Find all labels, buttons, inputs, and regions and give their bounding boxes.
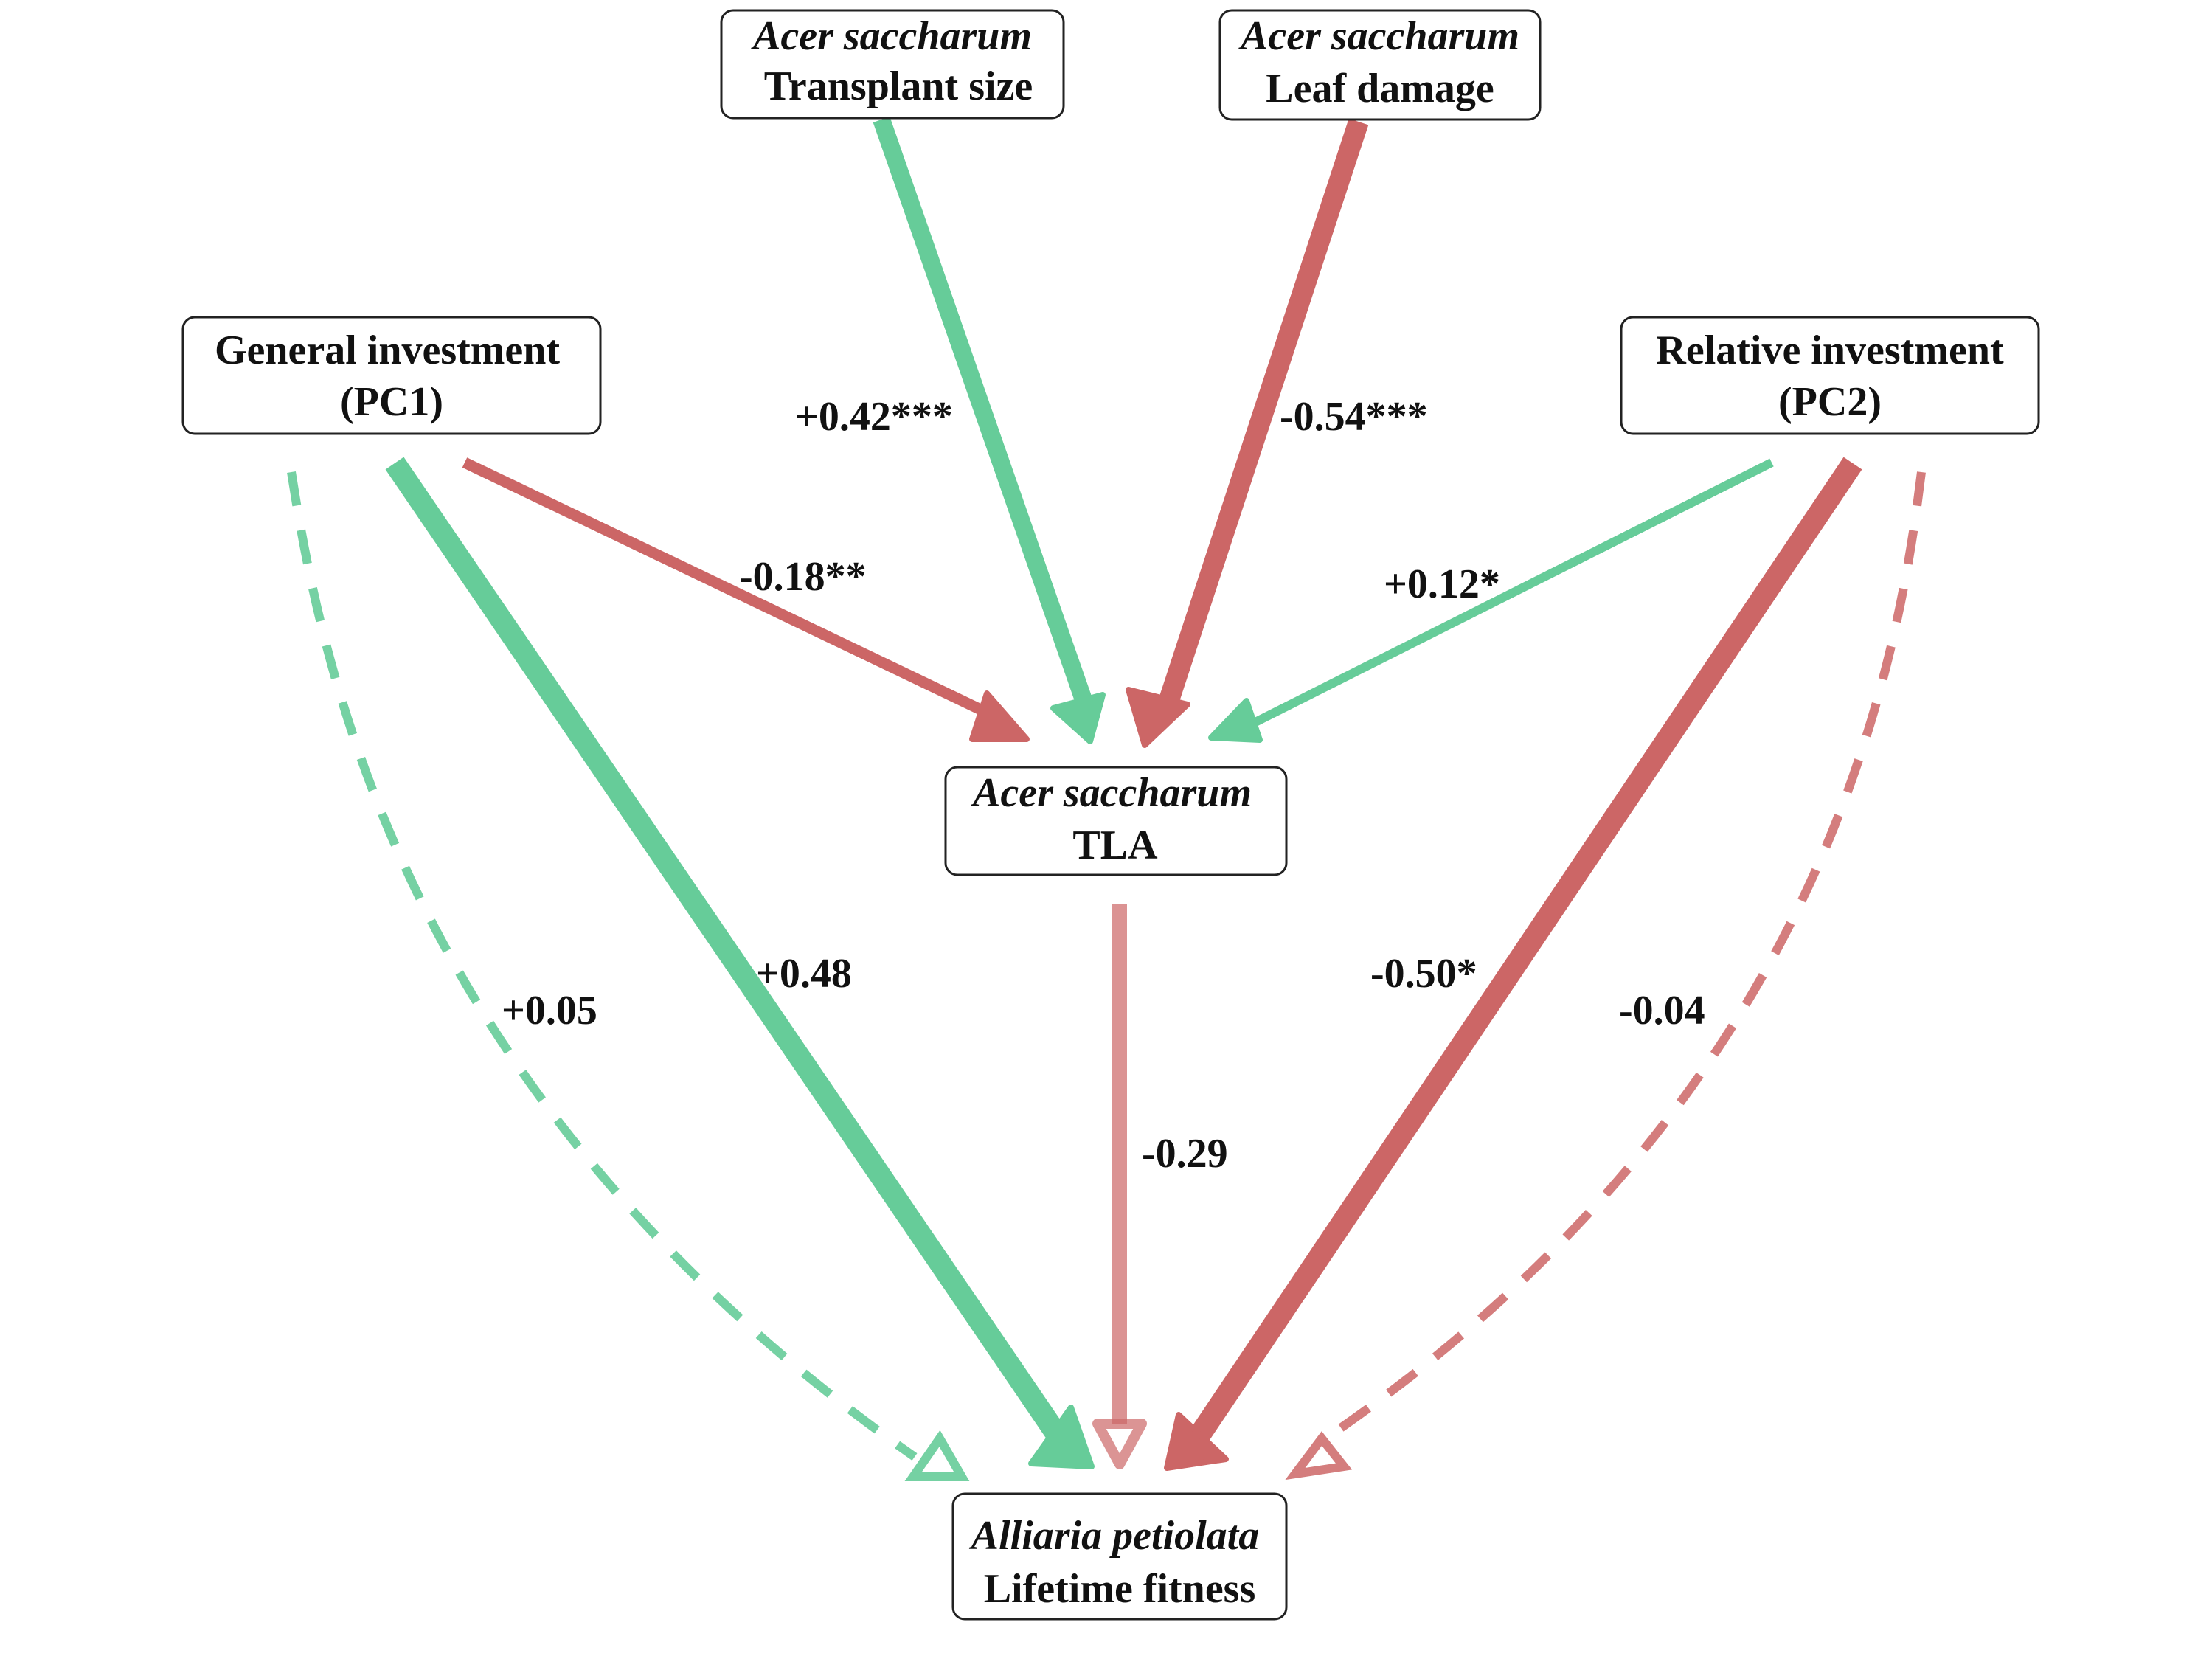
node-leaf-damage: Acer saccharum Leaf damage: [1218, 9, 1542, 121]
node-transplant-size: Acer saccharum Transplant size: [720, 9, 1065, 120]
node-box: [720, 9, 1065, 120]
arrowhead-icon: [969, 690, 1030, 742]
node-box: [1218, 9, 1542, 121]
node-variable-sub: (PC1): [340, 379, 443, 425]
edge-pc2-to-fitness-direct: [1164, 457, 1862, 1471]
node-species: Acer saccharum: [1238, 13, 1519, 59]
edge-line: [385, 457, 1072, 1449]
edge-line: [1157, 118, 1369, 708]
node-species: Acer saccharum: [971, 770, 1252, 816]
node-general-investment: General investment (PC1): [181, 316, 602, 435]
edge-label-damage-to-tla: -0.54***: [1280, 394, 1428, 440]
arrowhead-icon: [1285, 1431, 1353, 1480]
edge-label-pc1-to-tla: -0.18**: [739, 554, 867, 600]
node-variable: Lifetime fitness: [984, 1566, 1256, 1612]
node-variable: Transplant size: [764, 63, 1033, 109]
edge-transplant-to-tla: [873, 117, 1106, 744]
edge-label-pc2-to-tla: +0.12*: [1384, 561, 1500, 607]
edge-tla-to-fitness: [1092, 904, 1147, 1469]
node-box: [1620, 316, 2040, 435]
edge-pc1-to-fitness-direct: [385, 457, 1095, 1469]
node-relative-investment: Relative investment (PC2): [1620, 316, 2040, 435]
node-variable: General investment: [215, 328, 560, 373]
node-box: [944, 766, 1288, 876]
edge-label-pc2-to-fitness-curved: -0.04: [1619, 988, 1705, 1033]
edge-pc1-to-tla: [462, 457, 1030, 742]
arrowhead-icon: [1164, 1412, 1229, 1471]
node-species: Alliaria petiolata: [969, 1513, 1259, 1559]
node-tla: Acer saccharum TLA: [944, 766, 1288, 876]
node-fitness: Alliaria petiolata Lifetime fitness: [951, 1492, 1288, 1621]
arrowhead-icon: [904, 1430, 970, 1481]
arrowhead-icon: [1092, 1419, 1147, 1469]
edge-damage-to-tla: [1126, 118, 1369, 748]
edge-line: [462, 457, 991, 718]
edge-label-tla-to-fitness: -0.29: [1142, 1131, 1228, 1177]
edge-pc2-to-tla: [1208, 458, 1774, 743]
edge-label-pc1-to-fitness-curved: +0.05: [502, 988, 597, 1033]
arrowhead-icon: [1028, 1405, 1095, 1469]
arrowhead-icon: [1126, 687, 1190, 748]
edge-label-pc1-to-fitness-direct: +0.48: [756, 951, 852, 997]
edge-line: [1185, 457, 1862, 1449]
edge-pc2-to-fitness-curved: [1285, 471, 1926, 1480]
arrowhead-icon: [1050, 692, 1106, 744]
edge-label-pc2-to-fitness-direct: -0.50*: [1370, 951, 1477, 997]
edge-pc1-to-fitness-curved: [287, 471, 970, 1481]
arrowhead-icon: [1208, 698, 1263, 743]
edge-line: [1252, 458, 1774, 727]
node-variable: TLA: [1072, 822, 1158, 868]
edge-line: [873, 117, 1095, 711]
node-species: Acer saccharum: [751, 13, 1032, 59]
node-variable-sub: (PC2): [1778, 379, 1882, 425]
node-box: [181, 316, 602, 435]
edge-label-transplant-to-tla: +0.42***: [795, 394, 953, 440]
node-variable: Leaf damage: [1266, 66, 1494, 111]
node-box: [951, 1492, 1288, 1621]
node-variable: Relative investment: [1656, 328, 2004, 373]
